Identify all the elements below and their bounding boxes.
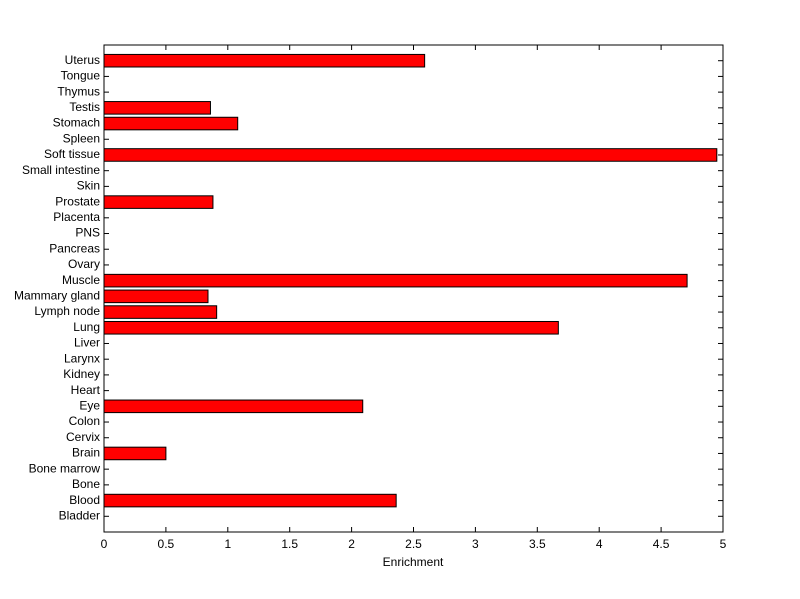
x-axis-label: Enrichment [383, 555, 444, 569]
y-tick-label: Heart [71, 383, 101, 397]
y-tick-label: Placenta [53, 210, 100, 224]
y-tick-label: Lymph node [34, 304, 100, 318]
y-tick-label: Pancreas [49, 241, 100, 255]
y-tick-label: Liver [74, 336, 100, 350]
bar [103, 305, 218, 319]
y-tick-label: Blood [69, 493, 100, 507]
bar [103, 273, 688, 288]
y-tick-label: Skin [77, 179, 100, 193]
y-tick-label: Eye [79, 398, 100, 412]
y-tick-label: Bladder [59, 508, 100, 522]
y-tick-label: Uterus [65, 53, 100, 67]
y-tick-label: Prostate [55, 194, 100, 208]
bar [103, 289, 209, 304]
x-tick-label: 1.5 [281, 537, 298, 551]
y-tick-label: Kidney [63, 367, 100, 381]
bar [103, 320, 559, 335]
x-tick-label: 4 [596, 537, 603, 551]
y-tick-label: Soft tissue [44, 147, 100, 161]
x-tick-label: 3.5 [529, 537, 546, 551]
y-tick-label: Muscle [62, 273, 100, 287]
y-tick-label: Cervix [66, 430, 100, 444]
x-tick-label: 0 [101, 537, 108, 551]
y-tick-label: Bone marrow [29, 461, 101, 475]
y-tick-label: Bone [72, 477, 100, 491]
x-tick-label: 0.5 [158, 537, 175, 551]
y-tick-label: Brain [72, 446, 100, 460]
x-tick-label: 4.5 [653, 537, 670, 551]
y-tick-label: Small intestine [22, 163, 100, 177]
bar [103, 101, 211, 115]
x-tick-label: 5 [720, 537, 727, 551]
y-tick-label: Spleen [63, 131, 100, 145]
x-tick-label: 1 [224, 537, 231, 551]
y-tick-label: Stomach [53, 116, 100, 130]
bar [103, 399, 364, 414]
x-tick-label: 3 [472, 537, 479, 551]
y-tick-label: PNS [75, 226, 100, 240]
x-tick-label: 2.5 [405, 537, 422, 551]
y-tick-label: Thymus [57, 84, 100, 98]
x-tick-label: 2 [348, 537, 355, 551]
bar [103, 195, 214, 209]
y-tick-label: Tongue [61, 69, 101, 83]
bar [103, 53, 426, 68]
y-tick-label: Larynx [64, 351, 100, 365]
bar [103, 116, 239, 131]
y-tick-label: Lung [73, 320, 100, 334]
y-tick-label: Colon [69, 414, 100, 428]
y-tick-label: Mammary gland [14, 289, 100, 303]
plot-frame [103, 44, 724, 533]
bar [103, 148, 718, 162]
y-tick-label: Testis [69, 100, 100, 114]
bar [103, 493, 397, 508]
bar [103, 446, 167, 461]
y-tick-label: Ovary [68, 257, 100, 271]
